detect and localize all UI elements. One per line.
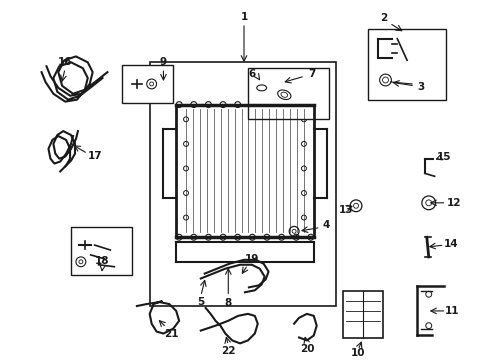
Text: 5: 5 bbox=[197, 297, 204, 307]
Text: 6: 6 bbox=[248, 69, 255, 79]
Text: 11: 11 bbox=[444, 306, 459, 316]
Text: 1: 1 bbox=[240, 12, 247, 22]
Bar bbox=[367, 29, 446, 100]
Text: 10: 10 bbox=[350, 348, 365, 358]
Text: 17: 17 bbox=[87, 151, 102, 161]
Text: 8: 8 bbox=[224, 298, 231, 308]
Text: 16: 16 bbox=[58, 57, 72, 67]
Bar bbox=[122, 65, 173, 103]
Text: 13: 13 bbox=[338, 205, 353, 215]
Bar bbox=[343, 291, 382, 338]
Text: 3: 3 bbox=[416, 82, 424, 92]
Text: 20: 20 bbox=[299, 344, 313, 354]
Text: 15: 15 bbox=[436, 152, 451, 162]
Text: 2: 2 bbox=[379, 13, 386, 23]
Text: 18: 18 bbox=[95, 256, 109, 266]
Text: 19: 19 bbox=[244, 254, 259, 264]
Text: 9: 9 bbox=[160, 57, 166, 67]
Bar bbox=[71, 228, 132, 275]
Bar bbox=[149, 62, 336, 306]
Text: 22: 22 bbox=[221, 346, 235, 356]
Text: 21: 21 bbox=[163, 329, 178, 338]
Text: 7: 7 bbox=[307, 69, 315, 79]
Text: 12: 12 bbox=[446, 198, 461, 208]
Text: 14: 14 bbox=[443, 239, 458, 249]
Bar bbox=[247, 68, 328, 119]
Text: 4: 4 bbox=[322, 220, 329, 230]
